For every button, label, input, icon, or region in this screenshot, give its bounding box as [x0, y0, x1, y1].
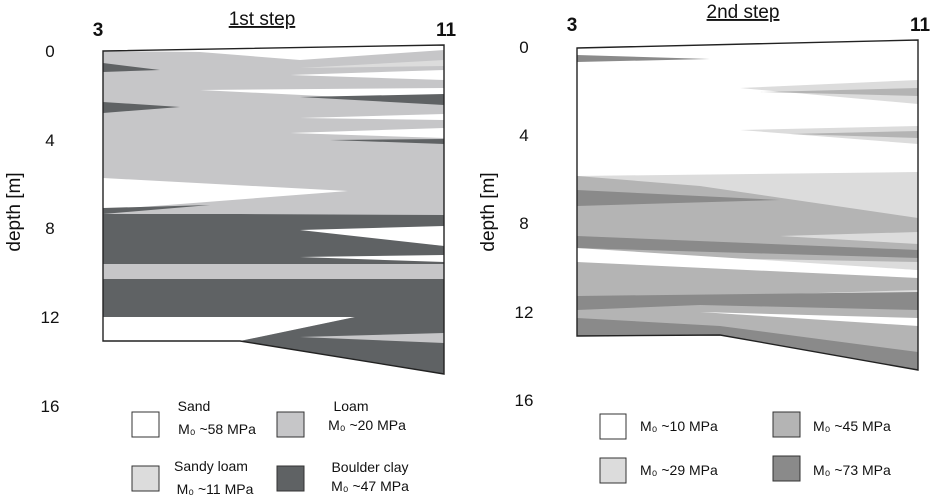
legend-swatch-m29: [599, 457, 627, 484]
right-panel: 2nd step 3 11 0 4 8 12 16 depth [m]: [478, 2, 930, 410]
right-lens-m10-b: [700, 312, 918, 326]
legend-swatch-boulder-clay: [276, 465, 305, 492]
legend-swatch-m10: [599, 413, 627, 440]
legend-loam-modulus: M₀ ~20 MPa: [328, 417, 406, 433]
legend-swatch-m73: [772, 455, 801, 482]
left-lens-boulder-mid: [103, 102, 180, 113]
left-layer-boulder-main: [103, 214, 444, 264]
legend-sand-modulus: M₀ ~58 MPa: [178, 421, 256, 437]
right-tick-12: 12: [515, 303, 534, 322]
right-lens-m73-top: [577, 55, 710, 62]
legend-sandy-loam-name: Sandy loam: [174, 458, 248, 474]
right-layer-m45-main: [577, 176, 918, 370]
left-cross-section-outline: [102, 44, 445, 375]
legend-m45-modulus: M₀ ~45 MPa: [813, 418, 891, 434]
left-panel-title: 1st step: [229, 9, 296, 30]
right-cross-section-outline: [576, 39, 919, 371]
right-tick-4: 4: [519, 126, 528, 145]
legend-sand-name: Sand: [178, 398, 211, 414]
left-lens-sand-upper: [290, 70, 444, 80]
right-panel-end-label: 11: [910, 15, 931, 36]
legend-loam-name: Loam: [333, 398, 368, 414]
left-lens-sand-bottom: [103, 317, 355, 341]
left-lens-sand-thin-2: [290, 128, 444, 138]
left-depth-axis-label: depth [m]: [4, 172, 25, 251]
right-legend: M₀ ~10 MPa M₀ ~45 MPa M₀ ~29 MPa M₀ ~73 …: [599, 411, 891, 484]
left-panel-end-label: 11: [436, 20, 457, 41]
legend-swatch-loam: [276, 411, 305, 438]
right-lens-m73-upper: [577, 190, 780, 206]
left-tick-12: 12: [41, 308, 60, 327]
right-panel-start-label: 3: [567, 15, 578, 36]
left-panel-start-label: 3: [93, 20, 104, 41]
right-lens-m10-a: [577, 248, 918, 278]
right-lens-m73-mid: [577, 236, 918, 258]
left-legend: Sand M₀ ~58 MPa Loam M₀ ~20 MPa Sandy lo…: [131, 398, 409, 497]
right-panel-title: 2nd step: [707, 2, 780, 23]
left-lens-sand-thin: [300, 114, 444, 120]
legend-sandy-loam-modulus: M₀ ~11 MPa: [177, 481, 254, 497]
left-layer-boulder-lower: [103, 279, 444, 374]
left-tick-0: 0: [45, 42, 54, 61]
left-lens-sand-top: [103, 45, 444, 60]
left-lens-boulder-upper-2: [330, 139, 444, 144]
right-lens-m73-bottom: [577, 318, 918, 370]
left-lens-loam-lower: [103, 264, 444, 279]
left-lens-boulder-upper: [300, 94, 444, 105]
right-lens-m73-lower: [577, 292, 918, 310]
legend-m10-modulus: M₀ ~10 MPa: [640, 418, 718, 434]
legend-swatch-sandy-loam: [131, 465, 160, 492]
legend-swatch-m45: [772, 411, 801, 438]
right-tick-8: 8: [519, 214, 528, 233]
right-depth-axis-label: depth [m]: [478, 172, 499, 251]
right-lens-m45-b: [790, 131, 918, 138]
right-tick-16: 16: [515, 391, 534, 410]
legend-swatch-sand: [131, 411, 160, 438]
left-lens-boulder-wedge: [103, 205, 210, 214]
right-cross-section: [576, 39, 919, 371]
legend-m73-modulus: M₀ ~73 MPa: [813, 462, 891, 478]
right-lens-m45-a: [760, 88, 918, 96]
left-lens-sand-main: [103, 178, 348, 210]
left-tick-4: 4: [45, 131, 54, 150]
legend-boulder-clay-modulus: M₀ ~47 MPa: [331, 478, 409, 494]
left-tick-8: 8: [45, 219, 54, 238]
right-tick-0: 0: [519, 38, 528, 57]
left-lens-boulder-top: [103, 63, 160, 72]
left-cross-section: [102, 44, 445, 375]
legend-boulder-clay-name: Boulder clay: [331, 459, 408, 475]
legend-m29-modulus: M₀ ~29 MPa: [640, 462, 718, 478]
left-panel: 1st step 3 11 0 4 8 12 16 depth [m]: [4, 9, 456, 416]
left-lens-sandy-loam: [300, 60, 444, 68]
left-tick-16: 16: [41, 397, 60, 416]
